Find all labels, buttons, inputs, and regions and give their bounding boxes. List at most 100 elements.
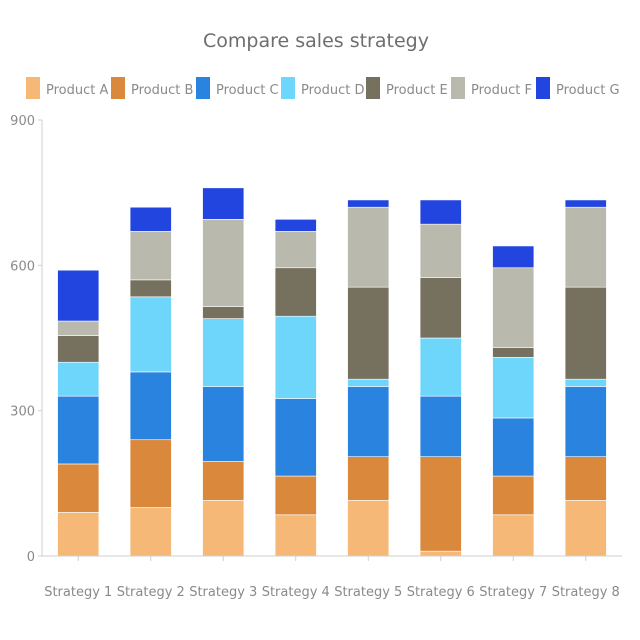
bar-segment[interactable] <box>347 286 390 380</box>
legend-label: Product D <box>301 83 365 98</box>
bar-segment[interactable] <box>202 187 245 220</box>
bar-segment[interactable] <box>202 318 245 387</box>
legend-swatch <box>26 77 40 99</box>
chart-title: Compare sales strategy <box>203 30 429 52</box>
bar-segment[interactable] <box>274 267 317 317</box>
bar-segment[interactable] <box>57 361 100 397</box>
bar-segment[interactable] <box>57 512 100 557</box>
bar-stack[interactable] <box>347 199 390 557</box>
bar-segment[interactable] <box>564 499 607 557</box>
legend-swatch <box>451 77 465 99</box>
bar-stack[interactable] <box>492 245 535 557</box>
legend-label: Product B <box>131 83 193 98</box>
legend-swatch <box>111 77 125 99</box>
bar-segment[interactable] <box>274 315 317 399</box>
bar-segment[interactable] <box>419 395 462 457</box>
legend-item[interactable]: Product C <box>196 77 279 99</box>
bar-segment[interactable] <box>129 279 172 298</box>
bar-segment[interactable] <box>347 378 390 387</box>
bar-stack[interactable] <box>419 199 462 557</box>
bar-stack[interactable] <box>57 269 100 557</box>
x-tick-label: Strategy 4 <box>262 585 330 600</box>
legend-label: Product G <box>556 83 620 98</box>
bar-segment[interactable] <box>492 514 535 557</box>
legend-swatch <box>196 77 210 99</box>
bar-segment[interactable] <box>419 550 462 557</box>
legend-label: Product A <box>46 83 108 98</box>
legend-swatch <box>281 77 295 99</box>
legend-item[interactable]: Product E <box>366 77 448 99</box>
bar-segment[interactable] <box>202 219 245 307</box>
bar-segment[interactable] <box>564 456 607 501</box>
bar-segment[interactable] <box>202 386 245 462</box>
y-tick-label: 300 <box>10 405 35 420</box>
bar-segment[interactable] <box>564 199 607 208</box>
bar-segment[interactable] <box>492 475 535 516</box>
x-tick-label: Strategy 8 <box>552 585 620 600</box>
legend-swatch <box>536 77 550 99</box>
bar-segment[interactable] <box>492 267 535 348</box>
bar-segment[interactable] <box>129 439 172 508</box>
x-tick-label: Strategy 6 <box>407 585 475 600</box>
bar-segment[interactable] <box>129 231 172 281</box>
bar-segment[interactable] <box>274 219 317 232</box>
bar-stack[interactable] <box>129 206 172 557</box>
bar-segment[interactable] <box>419 456 462 552</box>
bar-segment[interactable] <box>347 386 390 457</box>
bar-segment[interactable] <box>202 306 245 319</box>
bar-segment[interactable] <box>347 456 390 501</box>
y-tick-label: 900 <box>10 114 35 129</box>
bar-segment[interactable] <box>57 395 100 465</box>
bar-segment[interactable] <box>492 417 535 477</box>
bar-segment[interactable] <box>347 499 390 557</box>
bar-segment[interactable] <box>57 320 100 336</box>
x-axis: Strategy 1 Strategy 2 Strategy 3 Strategy 4… <box>42 555 622 600</box>
bar-segment[interactable] <box>129 206 172 232</box>
bar-segment[interactable] <box>129 371 172 441</box>
bar-segment[interactable] <box>202 461 245 501</box>
bar-segment[interactable] <box>564 206 607 288</box>
legend-swatch <box>366 77 380 99</box>
bar-segment[interactable] <box>419 223 462 278</box>
bar-stack[interactable] <box>202 187 245 557</box>
bar-stack[interactable] <box>564 199 607 557</box>
bar-segment[interactable] <box>57 335 100 363</box>
bar-segment[interactable] <box>202 499 245 557</box>
bar-segment[interactable] <box>347 199 390 208</box>
bar-segment[interactable] <box>492 357 535 419</box>
bar-segment[interactable] <box>564 286 607 380</box>
x-tick-label: Strategy 7 <box>479 585 547 600</box>
legend-item[interactable]: Product D <box>281 77 365 99</box>
x-tick-label: Strategy 3 <box>189 585 257 600</box>
bar-segment[interactable] <box>419 199 462 225</box>
legend-label: Product C <box>216 83 279 98</box>
bar-segment[interactable] <box>274 475 317 516</box>
legend-item[interactable]: Product B <box>111 77 193 99</box>
bar-segment[interactable] <box>564 386 607 457</box>
y-axis: 0 300 600 900 <box>10 114 43 565</box>
bar-segment[interactable] <box>274 231 317 269</box>
x-tick-label: Strategy 1 <box>44 585 112 600</box>
x-tick-label: Strategy 2 <box>117 585 185 600</box>
y-tick-label: 0 <box>27 550 35 565</box>
legend: Product A Product B Product C Product D Prod… <box>26 77 620 99</box>
bar-segment[interactable] <box>274 398 317 477</box>
bar-segment[interactable] <box>57 269 100 322</box>
bar-stack[interactable] <box>274 219 317 557</box>
bar-segment[interactable] <box>347 206 390 288</box>
bar-segment[interactable] <box>492 347 535 358</box>
bar-segment[interactable] <box>129 507 172 557</box>
bar-segment[interactable] <box>564 378 607 387</box>
legend-item[interactable]: Product F <box>451 77 532 99</box>
legend-item[interactable]: Product A <box>26 77 108 99</box>
bar-segment[interactable] <box>419 277 462 339</box>
bar-segment[interactable] <box>57 463 100 513</box>
bar-segment[interactable] <box>274 514 317 557</box>
bar-segment[interactable] <box>492 245 535 269</box>
bar-segment[interactable] <box>129 296 172 373</box>
bar-segment[interactable] <box>419 337 462 397</box>
legend-label: Product F <box>471 83 532 98</box>
legend-item[interactable]: Product G <box>536 77 620 99</box>
